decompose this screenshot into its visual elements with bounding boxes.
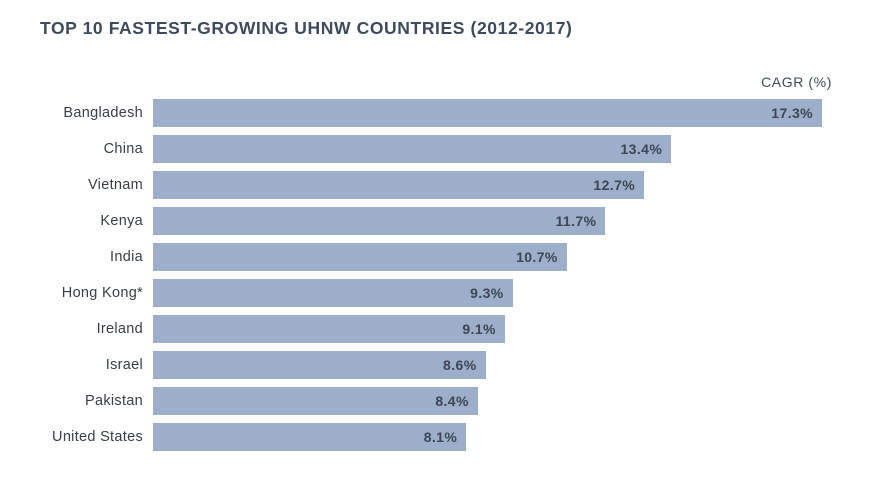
bar-row: Kenya 11.7% xyxy=(0,207,875,235)
bar-value-label: 10.7% xyxy=(516,249,558,265)
bar: 17.3% xyxy=(153,99,822,127)
category-label: India xyxy=(110,249,143,265)
bar-value-label: 8.1% xyxy=(423,429,458,445)
bar-value-label: 9.1% xyxy=(462,321,496,337)
bar-row: Ireland 9.1% xyxy=(0,315,875,343)
bar-row: United States 8.1% xyxy=(0,423,875,451)
bar: 8.6% xyxy=(153,351,486,379)
bar-row: India 10.7% xyxy=(0,243,875,271)
bar: 11.7% xyxy=(153,207,606,235)
bar-row: Israel 8.6% xyxy=(0,351,875,379)
bar-value-label: 8.4% xyxy=(435,393,469,409)
chart-title: TOP 10 FASTEST-GROWING UHNW COUNTRIES (2… xyxy=(40,18,573,38)
bar: 10.7% xyxy=(153,243,567,271)
category-label: Pakistan xyxy=(84,393,143,409)
bar: 12.7% xyxy=(153,171,645,199)
bar-value-label: 8.6% xyxy=(443,357,477,373)
bar-value-label: 9.3% xyxy=(470,285,504,301)
category-label: Vietnam xyxy=(87,177,143,193)
category-label: Hong Kong* xyxy=(61,285,143,301)
bar-value-label: 13.4% xyxy=(620,141,663,157)
bar-row: Bangladesh 17.3% xyxy=(0,99,875,127)
bar: 9.1% xyxy=(153,315,505,343)
category-label: Bangladesh xyxy=(63,105,143,121)
bar: 8.4% xyxy=(153,387,478,415)
bar-row: Hong Kong* 9.3% xyxy=(0,279,875,307)
axis-label-cagr: CAGR (%) xyxy=(761,74,832,90)
bar: 9.3% xyxy=(153,279,513,307)
category-label: United States xyxy=(52,429,143,445)
bar-value-label: 11.7% xyxy=(555,213,597,229)
category-label: Israel xyxy=(105,357,143,373)
bar-row: Vietnam 12.7% xyxy=(0,171,875,199)
bar-row: Pakistan 8.4% xyxy=(0,387,875,415)
bar-rows: Bangladesh 17.3% China 13.4% Vietnam 12.… xyxy=(0,99,875,459)
category-label: Ireland xyxy=(96,321,143,337)
bar-value-label: 12.7% xyxy=(593,177,636,193)
bar: 13.4% xyxy=(153,135,672,163)
category-label: Kenya xyxy=(100,213,143,229)
category-label: China xyxy=(103,141,143,157)
bar-value-label: 17.3% xyxy=(771,105,813,121)
bar-row: China 13.4% xyxy=(0,135,875,163)
bar: 8.1% xyxy=(153,423,467,451)
